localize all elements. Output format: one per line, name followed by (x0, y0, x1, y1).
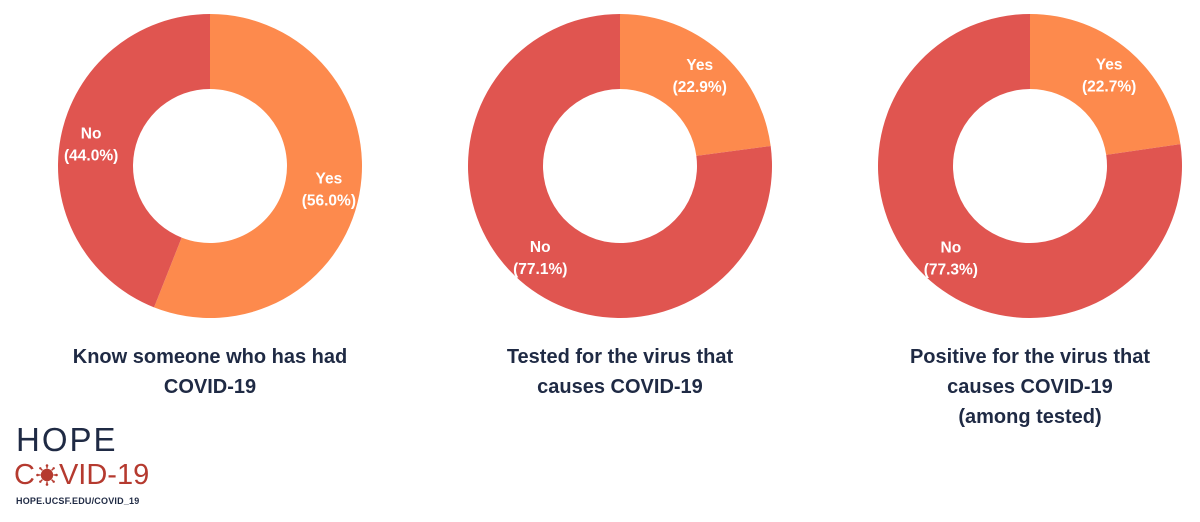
slice-category-label: No (81, 125, 102, 142)
chart-title-line: (among tested) (958, 406, 1102, 428)
slice-label-yes: Yes (56.0%) (302, 171, 356, 210)
slice-no (468, 14, 772, 319)
slice-value-label: (77.1%) (513, 261, 567, 278)
chart-title-line: Tested for the virus that (506, 346, 734, 368)
slice-label-no: No (77.1%) (513, 239, 567, 278)
chart-title-line: causes COVID-19 (947, 376, 1113, 398)
chart-title-line: causes COVID-19 (537, 376, 703, 398)
slice-yes (620, 14, 771, 156)
chart-know-someone: Yes (56.0%) No (44.0%) Know someone who has… (30, 0, 390, 430)
slice-no (57, 13, 210, 308)
logo-url: HOPE.UCSF.EDU/COVID_19 (16, 496, 140, 506)
donut-chart: Yes (22.9%) No (77.1%) (468, 14, 772, 319)
slice-label-yes: Yes (22.7%) (1082, 56, 1136, 95)
virus-icon (36, 464, 58, 487)
chart-title-line: COVID-19 (163, 376, 257, 398)
chart-title: Know someone who has had COVID-19 (30, 342, 390, 402)
slice-label-yes: Yes (22.9%) (673, 57, 727, 96)
slice-no (878, 14, 1182, 319)
slice-label-no: No (44.0%) (64, 125, 118, 164)
chart-title-line: Positive for the virus that (909, 346, 1151, 368)
slice-category-label: No (530, 239, 551, 256)
chart-tested: Yes (22.9%) No (77.1%) Tested for the virus… (440, 0, 800, 430)
slice-value-label: (22.7%) (1082, 78, 1136, 95)
chart-title: Positive for the virus that causes COVID… (850, 342, 1200, 432)
slice-value-label: (22.9%) (673, 79, 727, 96)
slice-value-label: (44.0%) (64, 147, 118, 164)
slice-value-label: (56.0%) (302, 193, 356, 210)
logo-hope-text: HOPE (16, 421, 118, 458)
donut-chart: Yes (56.0%) No (44.0%) (57, 13, 362, 318)
chart-title-line: Know someone who has had (72, 346, 348, 368)
slice-category-label: Yes (1096, 56, 1123, 73)
logo-covid-prefix: C (14, 459, 35, 492)
slice-category-label: No (941, 240, 962, 257)
slice-yes (154, 14, 362, 318)
slice-category-label: Yes (315, 171, 342, 188)
slice-yes (1030, 14, 1181, 155)
logo-covid-suffix: VID-19 (58, 459, 150, 492)
logo-covid-text: C VID-19 (14, 457, 149, 492)
slice-value-label: (77.3%) (924, 262, 978, 279)
chart-positive: Yes (22.7%) No (77.3%) Positive for the vir… (850, 0, 1200, 430)
slice-category-label: Yes (686, 57, 713, 74)
donut-chart: Yes (22.7%) No (77.3%) (878, 14, 1182, 319)
hope-covid-logo: HOPE C VID-19 HOPE.UCSF.EDU/COVID_19 (14, 422, 184, 517)
slice-label-no: No (77.3%) (924, 240, 978, 279)
chart-title: Tested for the virus that causes COVID-1… (440, 342, 800, 402)
